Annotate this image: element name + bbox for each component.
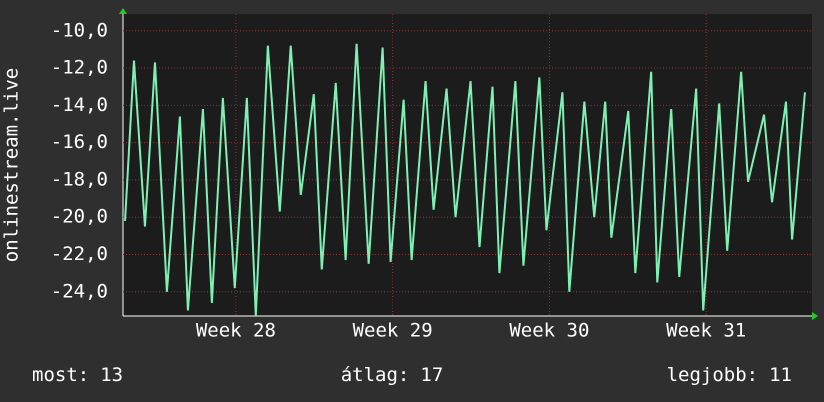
y-tick-label: -14,0: [51, 94, 108, 116]
y-tick-label: -18,0: [51, 168, 108, 190]
stat: átlag: 17: [341, 364, 444, 386]
stat-value: 13: [100, 364, 123, 386]
stat-label: átlag:: [341, 364, 410, 386]
x-tick-label: Week 31: [666, 320, 746, 342]
y-tick-label: -12,0: [51, 57, 108, 79]
y-axis-label: onlinestream.live: [1, 68, 23, 262]
stat: most: 13: [32, 364, 123, 386]
y-tick-label: -22,0: [51, 243, 108, 265]
stat-value: 17: [420, 364, 443, 386]
x-tick-label: Week 29: [353, 320, 433, 342]
stat-label: legjobb:: [667, 364, 759, 386]
x-tick-label: Week 28: [196, 320, 276, 342]
y-tick-label: -24,0: [51, 280, 108, 302]
y-tick-label: -10,0: [51, 19, 108, 41]
stat-value: 11: [769, 364, 792, 386]
stat: legjobb: 11: [667, 364, 792, 386]
x-arrow: [812, 312, 818, 320]
y-tick-label: -20,0: [51, 206, 108, 228]
plot-area: [123, 14, 812, 316]
y-tick-label: -16,0: [51, 131, 108, 153]
y-arrow: [119, 8, 127, 14]
x-tick-label: Week 30: [509, 320, 589, 342]
data-line: [124, 43, 806, 317]
stat-label: most:: [32, 364, 89, 386]
